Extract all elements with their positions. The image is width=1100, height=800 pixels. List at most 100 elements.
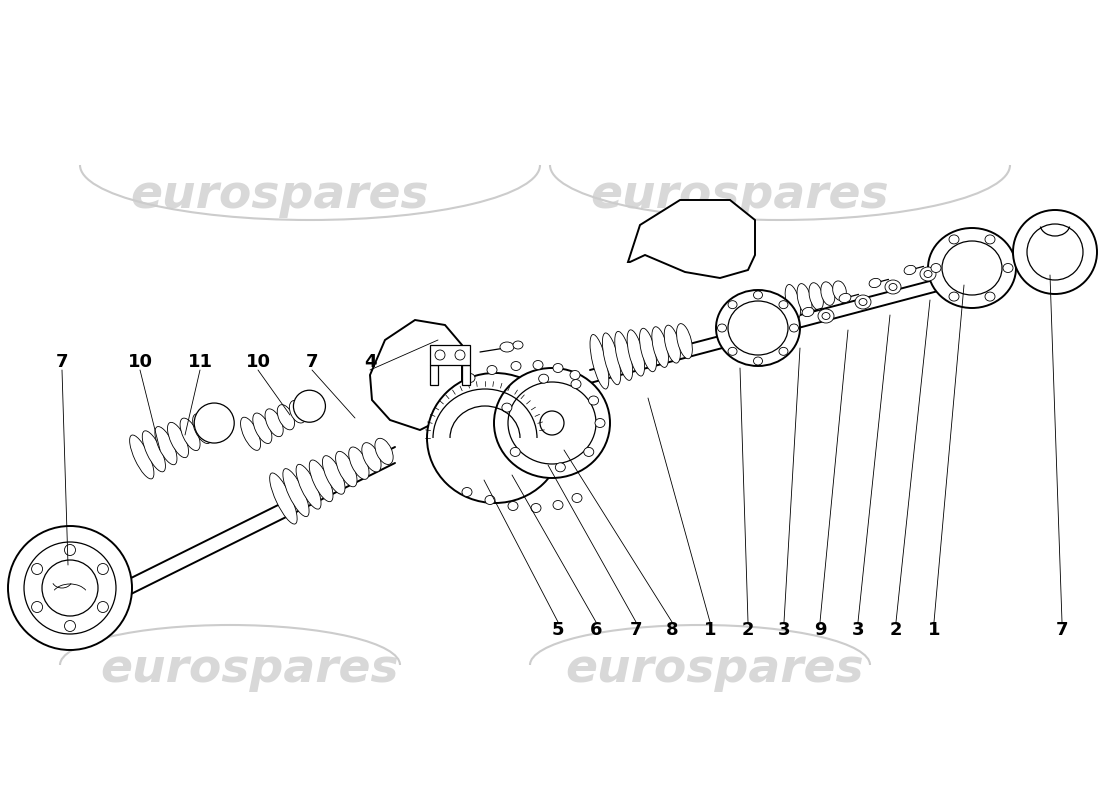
Ellipse shape bbox=[500, 342, 514, 352]
Ellipse shape bbox=[362, 442, 381, 472]
Ellipse shape bbox=[590, 334, 608, 389]
Ellipse shape bbox=[192, 414, 211, 443]
Ellipse shape bbox=[664, 325, 681, 363]
Ellipse shape bbox=[270, 473, 297, 524]
Ellipse shape bbox=[98, 563, 109, 574]
Ellipse shape bbox=[595, 418, 605, 427]
Ellipse shape bbox=[427, 373, 563, 503]
Text: 9: 9 bbox=[814, 621, 826, 639]
Text: 10: 10 bbox=[245, 353, 271, 371]
Ellipse shape bbox=[508, 502, 518, 510]
Ellipse shape bbox=[676, 324, 692, 358]
Ellipse shape bbox=[889, 283, 896, 290]
Ellipse shape bbox=[32, 602, 43, 613]
Ellipse shape bbox=[296, 464, 321, 509]
Text: 7: 7 bbox=[56, 353, 68, 371]
Ellipse shape bbox=[984, 292, 996, 301]
Ellipse shape bbox=[779, 347, 788, 355]
Ellipse shape bbox=[294, 390, 326, 422]
Ellipse shape bbox=[180, 418, 200, 450]
Ellipse shape bbox=[886, 280, 901, 294]
Ellipse shape bbox=[167, 422, 188, 458]
Text: 2: 2 bbox=[741, 621, 755, 639]
Ellipse shape bbox=[8, 526, 132, 650]
Text: 8: 8 bbox=[666, 621, 679, 639]
Ellipse shape bbox=[717, 324, 726, 332]
Ellipse shape bbox=[869, 278, 881, 288]
Text: 5: 5 bbox=[552, 621, 564, 639]
Ellipse shape bbox=[130, 435, 154, 479]
Ellipse shape bbox=[570, 370, 580, 379]
Polygon shape bbox=[370, 320, 462, 430]
Ellipse shape bbox=[508, 382, 596, 464]
Ellipse shape bbox=[1013, 210, 1097, 294]
Ellipse shape bbox=[265, 409, 283, 437]
Ellipse shape bbox=[603, 333, 620, 385]
Ellipse shape bbox=[584, 447, 594, 457]
Ellipse shape bbox=[785, 285, 801, 320]
Ellipse shape bbox=[615, 331, 632, 380]
Ellipse shape bbox=[510, 447, 520, 457]
Ellipse shape bbox=[716, 290, 800, 366]
Ellipse shape bbox=[639, 328, 657, 372]
Ellipse shape bbox=[65, 545, 76, 555]
Ellipse shape bbox=[241, 418, 261, 450]
Text: 7: 7 bbox=[1056, 621, 1068, 639]
Ellipse shape bbox=[652, 326, 669, 367]
Ellipse shape bbox=[779, 301, 788, 309]
Ellipse shape bbox=[283, 469, 309, 517]
Ellipse shape bbox=[920, 267, 936, 281]
Ellipse shape bbox=[42, 560, 98, 616]
Ellipse shape bbox=[485, 495, 495, 505]
Ellipse shape bbox=[754, 357, 762, 365]
Ellipse shape bbox=[627, 330, 645, 376]
Ellipse shape bbox=[924, 270, 932, 278]
Ellipse shape bbox=[142, 430, 165, 472]
Polygon shape bbox=[462, 365, 470, 385]
Ellipse shape bbox=[572, 494, 582, 502]
Ellipse shape bbox=[502, 403, 512, 412]
Ellipse shape bbox=[253, 413, 272, 443]
Polygon shape bbox=[430, 365, 438, 385]
Text: eurospares: eurospares bbox=[565, 647, 864, 693]
Ellipse shape bbox=[949, 235, 959, 244]
Ellipse shape bbox=[455, 350, 465, 360]
Ellipse shape bbox=[556, 463, 565, 472]
Ellipse shape bbox=[513, 341, 522, 349]
Ellipse shape bbox=[859, 298, 867, 306]
Text: eurospares: eurospares bbox=[100, 647, 398, 693]
Text: 10: 10 bbox=[128, 353, 153, 371]
Ellipse shape bbox=[1027, 224, 1084, 280]
Text: 4: 4 bbox=[364, 353, 376, 371]
Ellipse shape bbox=[512, 362, 521, 370]
Ellipse shape bbox=[65, 621, 76, 631]
Text: 11: 11 bbox=[187, 353, 212, 371]
Ellipse shape bbox=[277, 405, 295, 430]
Ellipse shape bbox=[322, 456, 345, 494]
Ellipse shape bbox=[833, 281, 846, 301]
Ellipse shape bbox=[494, 368, 611, 478]
Ellipse shape bbox=[821, 282, 835, 306]
Ellipse shape bbox=[588, 396, 598, 405]
Ellipse shape bbox=[1003, 263, 1013, 273]
Ellipse shape bbox=[728, 301, 737, 309]
Ellipse shape bbox=[928, 228, 1016, 308]
Ellipse shape bbox=[349, 447, 368, 479]
Text: 1: 1 bbox=[927, 621, 940, 639]
Ellipse shape bbox=[728, 301, 788, 355]
Ellipse shape bbox=[32, 563, 43, 574]
Ellipse shape bbox=[855, 295, 871, 309]
Ellipse shape bbox=[931, 263, 940, 273]
Text: 7: 7 bbox=[629, 621, 642, 639]
Ellipse shape bbox=[539, 374, 549, 383]
Ellipse shape bbox=[540, 411, 564, 435]
Ellipse shape bbox=[839, 294, 851, 302]
Ellipse shape bbox=[534, 361, 543, 370]
Text: 6: 6 bbox=[590, 621, 603, 639]
Ellipse shape bbox=[949, 292, 959, 301]
Ellipse shape bbox=[802, 307, 814, 317]
Text: 7: 7 bbox=[306, 353, 318, 371]
Ellipse shape bbox=[904, 266, 916, 274]
Ellipse shape bbox=[462, 487, 472, 497]
Ellipse shape bbox=[487, 366, 497, 374]
